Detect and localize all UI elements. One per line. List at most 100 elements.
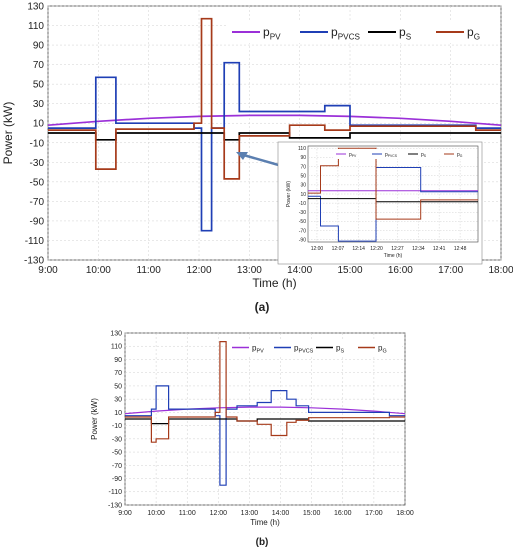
chart-panel-a: 1301109070503010-10-30-50-70-90-110-1309…: [1, 2, 513, 291]
legend-label: pG: [457, 152, 463, 158]
x-tick-label: 17:00: [438, 265, 463, 276]
legend-label: pPV: [263, 25, 281, 41]
y-tick-label: -110: [109, 489, 123, 496]
y-tick-label: -70: [112, 463, 122, 470]
x-tick-label: 15:00: [337, 265, 362, 276]
series-line-p-s: [48, 132, 501, 141]
legend-label: pPVCS: [385, 152, 398, 158]
x-tick-label: 12:34: [412, 246, 425, 252]
y-tick-label: -70: [299, 228, 306, 234]
y-tick-label: 10: [33, 119, 45, 130]
y-tick-label: 110: [111, 344, 122, 351]
x-tick-label: 10:00: [147, 510, 165, 517]
arrowhead-icon: [236, 152, 248, 160]
y-tick-label: -30: [30, 158, 45, 169]
subfigure-label-a: (a): [255, 300, 270, 314]
x-tick-label: 12:41: [433, 246, 446, 252]
legend-label: pPVCS: [331, 25, 360, 41]
x-tick-label: 12:48: [454, 246, 467, 252]
y-tick-label: 90: [300, 155, 306, 161]
x-tick-label: 12:00: [186, 265, 211, 276]
y-tick-label: -10: [299, 201, 306, 207]
y-tick-label: -70: [30, 197, 45, 208]
x-tick-label: 18:00: [488, 265, 513, 276]
series-line-p-pvcs: [308, 167, 478, 242]
x-tick-label: 11:00: [179, 510, 196, 517]
y-axis-title: Power (kW): [286, 181, 292, 207]
legend-label: pG: [378, 343, 387, 354]
legend-label: pPV: [252, 343, 264, 354]
legend-label: pS: [336, 343, 344, 354]
series-line-p-g: [125, 341, 405, 443]
y-tick-label: -50: [299, 219, 306, 225]
y-tick-label: -110: [25, 236, 45, 247]
y-tick-label: 50: [114, 383, 122, 390]
inset-pointer-arrow: [239, 152, 283, 168]
y-tick-label: 30: [33, 99, 45, 110]
x-tick-label: 11:00: [137, 265, 162, 276]
y-tick-label: 130: [110, 330, 122, 337]
y-tick-label: 70: [114, 370, 122, 377]
y-tick-label: 70: [33, 60, 45, 71]
x-tick-label: 16:00: [334, 510, 352, 517]
y-tick-label: -90: [30, 216, 45, 227]
x-tick-label: 12:00: [311, 246, 324, 252]
y-tick-label: 10: [300, 192, 306, 198]
x-tick-label: 17:00: [365, 510, 383, 517]
y-tick-label: 10: [114, 410, 122, 417]
y-axis-title: Power (kW): [1, 102, 15, 165]
x-tick-label: 13:00: [237, 265, 262, 276]
subfigure-label-b: (b): [256, 537, 269, 548]
legend-label: pPVCS: [294, 343, 314, 354]
x-tick-label: 9:00: [38, 265, 58, 276]
x-tick-label: 9:00: [118, 510, 132, 517]
x-tick-label: 12:14: [352, 246, 365, 252]
y-tick-label: 130: [27, 2, 44, 13]
legend-label: pG: [467, 25, 480, 41]
y-axis-title: Power (kW): [90, 398, 99, 440]
y-tick-label: -130: [108, 502, 122, 509]
series-line-p-pvcs: [125, 385, 405, 486]
series-line-p-pv: [124, 406, 406, 415]
x-tick-label: 16:00: [388, 265, 413, 276]
legend-label: pS: [399, 25, 412, 41]
y-tick-label: 90: [33, 41, 45, 52]
x-tick-label: 14:00: [272, 510, 290, 517]
y-tick-label: 50: [33, 80, 45, 91]
x-tick-label: 10:00: [86, 265, 111, 276]
chart-panel-a-inset: 110 90 70 50 30 10 -10 -30 -50 -70 -90 12:00 12:07 12…: [277, 141, 483, 265]
x-tick-label: 18:00: [396, 510, 414, 517]
x-axis-title: Time (h): [252, 276, 296, 290]
y-tick-label: -30: [112, 436, 122, 443]
chart-panel-b: 130 110 90 70 50 30 10 -10 -30 -50 -70 -90 -110 -1309…: [90, 330, 414, 527]
y-tick-label: -30: [299, 210, 306, 216]
y-tick-label: 30: [114, 397, 122, 404]
legend: [226, 21, 498, 43]
y-tick-label: -50: [112, 450, 122, 457]
legend: [228, 340, 402, 355]
x-tick-label: 12:07: [332, 246, 345, 252]
x-axis-title: Time (h): [250, 518, 280, 527]
y-tick-label: -50: [30, 177, 45, 188]
x-tick-label: 14:00: [287, 265, 312, 276]
y-tick-label: -90: [299, 237, 306, 243]
series-line-p-g: [308, 147, 478, 220]
x-tick-label: 15:00: [303, 510, 321, 517]
y-tick-label: 70: [300, 164, 306, 170]
y-tick-label: -10: [112, 423, 122, 430]
y-tick-label: 110: [28, 21, 44, 32]
x-tick-label: 12:00: [210, 510, 228, 517]
x-tick-label: 12:20: [370, 246, 383, 252]
series-line-p-pv: [47, 114, 502, 127]
legend-label: pPV: [349, 152, 357, 158]
legend: [333, 149, 477, 159]
y-tick-label: -10: [30, 138, 45, 149]
legend-label: pS: [421, 152, 427, 158]
x-tick-label: 13:00: [241, 510, 259, 517]
y-tick-label: -130: [24, 256, 44, 267]
series-line-p-g: [48, 17, 501, 180]
y-tick-label: 90: [114, 357, 122, 364]
y-tick-label: 50: [300, 173, 306, 179]
y-tick-label: 30: [300, 183, 306, 189]
x-axis-title: Time (h): [384, 253, 403, 259]
